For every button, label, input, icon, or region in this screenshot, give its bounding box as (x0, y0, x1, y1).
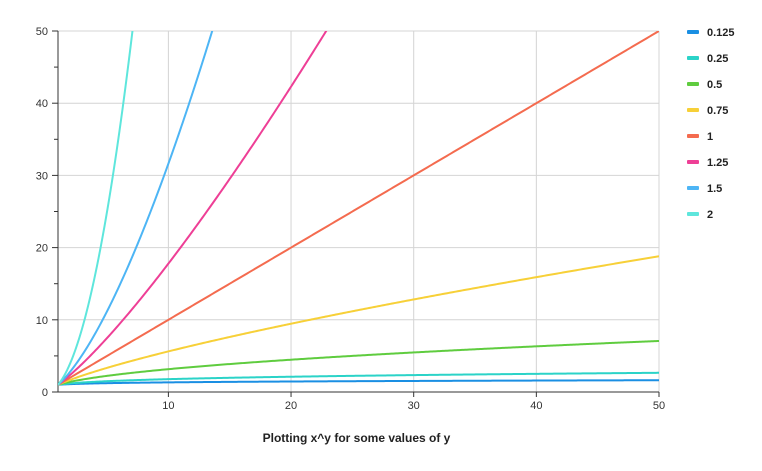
legend-swatch-0-75 (687, 108, 699, 112)
legend-label-0-5: 0.5 (707, 79, 722, 91)
legend: 0.125 0.25 0.5 0.75 1 1.25 1.5 2 (687, 27, 735, 221)
axes: 0 10 20 30 40 50 10 20 30 40 50 (36, 26, 665, 412)
series-line-1-25 (58, 31, 328, 386)
legend-label-0-125: 0.125 (707, 27, 735, 39)
series-line-0-5 (58, 339, 659, 386)
x-tick-label-50: 50 (653, 400, 665, 412)
legend-swatch-1-5 (687, 186, 699, 190)
x-tick-label-10: 10 (162, 400, 174, 412)
y-tick-label-0: 0 (42, 387, 48, 399)
grid (58, 30, 660, 392)
series-line-0-125 (58, 379, 659, 386)
y-tick-label-10: 10 (36, 315, 48, 327)
series-line-0-25 (58, 371, 659, 386)
y-tick-label-50: 50 (36, 26, 48, 38)
legend-swatch-0-25 (687, 56, 699, 60)
legend-swatch-2 (687, 212, 699, 216)
y-tick-label-30: 30 (36, 170, 48, 182)
y-tick-label-40: 40 (36, 98, 48, 110)
legend-label-0-25: 0.25 (707, 53, 728, 65)
legend-label-1: 1 (707, 131, 713, 143)
series-lines (58, 31, 659, 386)
series-line-1-5 (58, 31, 214, 386)
legend-label-1-5: 1.5 (707, 183, 722, 195)
legend-swatch-1-25 (687, 160, 699, 164)
legend-label-0-75: 0.75 (707, 105, 728, 117)
series-line-1 (58, 31, 659, 386)
legend-swatch-0-125 (687, 30, 699, 34)
legend-label-1-25: 1.25 (707, 157, 728, 169)
y-tick-label-20: 20 (36, 243, 48, 255)
legend-swatch-0-5 (687, 82, 699, 86)
x-axis-label: Plotting x^y for some values of y (263, 431, 451, 445)
x-tick-label-20: 20 (285, 400, 297, 412)
legend-swatch-1 (687, 134, 699, 138)
x-tick-label-40: 40 (530, 400, 542, 412)
series-line-2 (58, 31, 134, 386)
legend-label-2: 2 (707, 209, 713, 221)
series-line-0-75 (58, 255, 659, 386)
x-tick-label-30: 30 (408, 400, 420, 412)
